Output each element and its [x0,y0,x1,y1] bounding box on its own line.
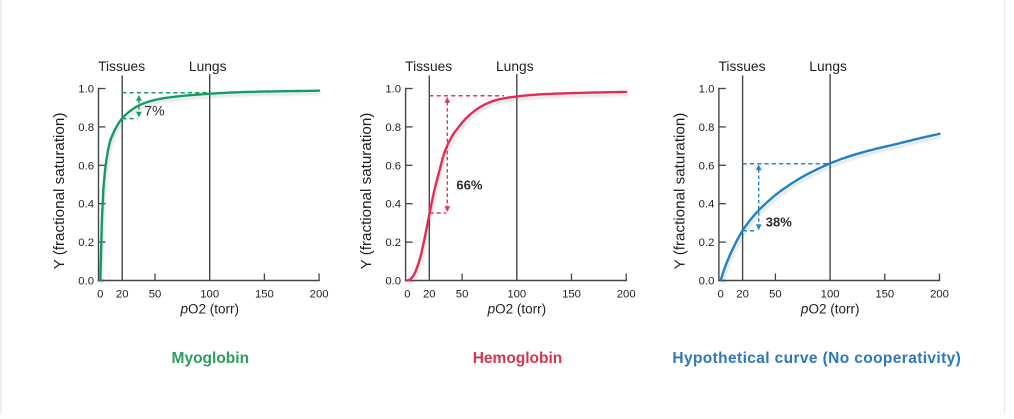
svg-text:150: 150 [562,288,581,300]
svg-text:20: 20 [423,288,436,300]
svg-text:1.0: 1.0 [78,84,94,96]
svg-text:100: 100 [821,288,840,300]
svg-text:0: 0 [718,288,724,300]
svg-text:pO2 (torr): pO2 (torr) [800,302,860,317]
svg-text:Tissues: Tissues [718,59,765,74]
svg-text:0.8: 0.8 [385,122,401,134]
svg-text:pO2 (torr): pO2 (torr) [487,302,547,317]
svg-text:Myoglobin: Myoglobin [172,350,250,367]
svg-text:0.0: 0.0 [78,276,94,288]
svg-text:50: 50 [456,288,469,300]
svg-text:Lungs: Lungs [496,59,534,74]
svg-text:0.2: 0.2 [385,237,401,249]
svg-text:pO2 (torr): pO2 (torr) [180,302,240,317]
svg-text:Y (fractional saturation): Y (fractional saturation) [358,113,375,270]
svg-text:38%: 38% [766,214,792,229]
svg-text:0.4: 0.4 [385,199,401,211]
svg-text:0: 0 [404,288,410,300]
svg-text:Y (fractional saturation): Y (fractional saturation) [671,113,688,270]
svg-text:Hypothetical curve (No coopera: Hypothetical curve (No cooperativity) [672,350,961,367]
svg-text:200: 200 [930,288,949,300]
svg-text:Tissues: Tissues [98,59,145,74]
svg-text:100: 100 [200,288,219,300]
svg-text:20: 20 [116,288,129,300]
svg-text:Tissues: Tissues [405,59,452,74]
svg-text:100: 100 [507,288,526,300]
svg-text:20: 20 [736,288,749,300]
svg-text:0.0: 0.0 [385,276,401,288]
svg-text:Lungs: Lungs [809,59,847,74]
svg-text:200: 200 [617,288,636,300]
svg-text:0.8: 0.8 [699,122,715,134]
svg-text:150: 150 [255,288,274,300]
svg-text:Lungs: Lungs [189,59,227,74]
svg-text:200: 200 [310,288,329,300]
svg-text:1.0: 1.0 [699,84,715,96]
svg-text:150: 150 [875,288,894,300]
svg-text:0: 0 [97,288,103,300]
svg-text:66%: 66% [456,178,482,193]
svg-text:1.0: 1.0 [385,84,401,96]
svg-text:0.2: 0.2 [78,237,94,249]
svg-text:0.0: 0.0 [699,276,715,288]
svg-text:Hemoglobin: Hemoglobin [473,350,563,367]
svg-text:0.6: 0.6 [78,160,94,172]
svg-text:Y (fractional saturation): Y (fractional saturation) [51,113,68,270]
svg-text:7%: 7% [144,103,164,119]
svg-text:50: 50 [149,288,162,300]
svg-text:0.8: 0.8 [78,122,94,134]
svg-text:0.4: 0.4 [699,199,715,211]
svg-text:0.6: 0.6 [385,160,401,172]
svg-text:0.4: 0.4 [78,199,94,211]
svg-text:50: 50 [769,288,782,300]
svg-text:0.2: 0.2 [699,237,715,249]
svg-text:0.6: 0.6 [699,160,715,172]
